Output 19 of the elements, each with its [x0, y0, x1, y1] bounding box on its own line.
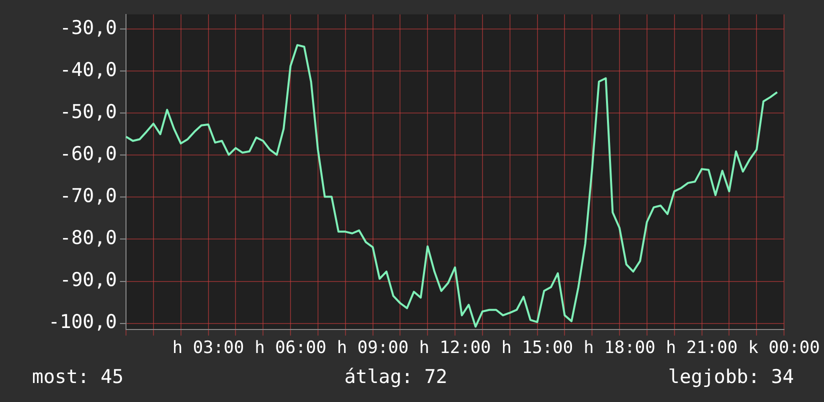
x-tick-label: h 18:00	[584, 338, 656, 358]
x-tick-label: h 09:00	[336, 338, 409, 358]
x-tick-label: h 06:00	[254, 338, 326, 358]
x-tick-label: h 21:00	[666, 338, 738, 358]
y-tick-label: -80,0	[60, 227, 117, 250]
text: átlag: 72	[344, 365, 448, 390]
x-tick-label: h 12:00	[419, 338, 491, 358]
y-tick-label: -30,0	[60, 17, 117, 40]
x-tick-label: k 00:00	[748, 338, 820, 358]
x-tick-label: h 03:00	[172, 338, 244, 358]
y-tick-label: -50,0	[60, 101, 117, 124]
x-tick-label: h 15:00	[501, 338, 574, 358]
y-tick-label: -40,0	[60, 59, 117, 82]
y-tick-label: -100,0	[48, 311, 117, 334]
y-tick-label: -90,0	[60, 269, 117, 292]
text: legjobb: 34	[668, 365, 794, 390]
text: most: 45	[32, 365, 124, 390]
y-tick-label: -70,0	[60, 185, 117, 208]
y-tick-label: -60,0	[60, 143, 117, 166]
